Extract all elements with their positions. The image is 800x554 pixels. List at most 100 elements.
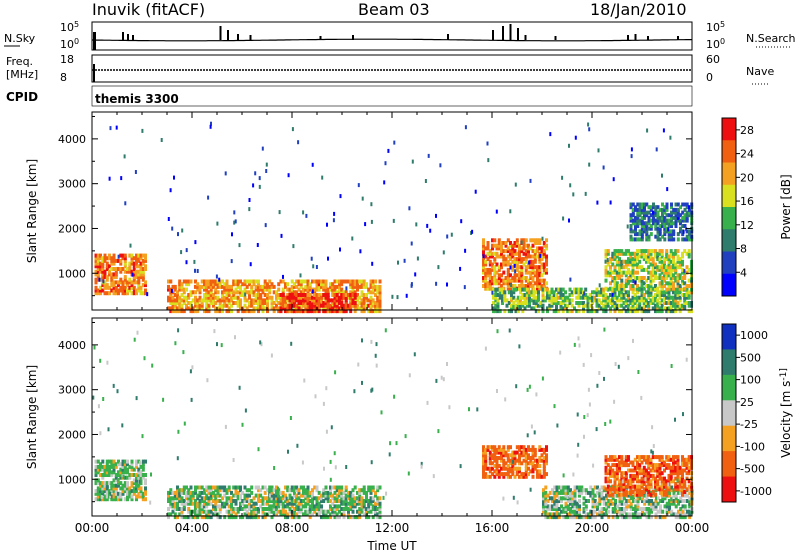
velocity-cell (227, 515, 231, 520)
power-cell (647, 210, 651, 215)
velocity-cell (651, 476, 655, 481)
power-cell (557, 301, 561, 305)
power-cell (203, 298, 206, 303)
power-cell (141, 283, 145, 288)
power-cell (532, 306, 536, 311)
power-cell (531, 278, 535, 283)
power-cell (604, 303, 608, 308)
power-cell (629, 205, 633, 210)
velocity-cell (524, 461, 528, 466)
velocity-cell (187, 499, 191, 503)
velocity-cell (647, 492, 651, 497)
velocity-cell (96, 464, 100, 469)
power-cell (169, 287, 173, 292)
velocity-cell (108, 470, 111, 475)
velocity-cell (482, 450, 485, 455)
velocity-cell (629, 501, 633, 506)
power-cell (643, 207, 646, 212)
velocity-cell (624, 455, 628, 460)
power-cell (94, 288, 98, 293)
power-cell (528, 303, 531, 308)
velocity-cell (277, 504, 281, 509)
power-cell (178, 298, 182, 303)
velocity-speckle (603, 327, 606, 332)
velocity-cell (317, 501, 321, 506)
velocity-cell (216, 499, 220, 503)
power-cell (665, 301, 669, 305)
power-cell (620, 249, 624, 254)
power-cell (651, 270, 655, 275)
power-cell (667, 221, 671, 226)
velocity-cell (607, 504, 611, 509)
velocity-cell (335, 504, 339, 509)
power-cell (182, 290, 186, 295)
velocity-cell (488, 458, 492, 463)
velocity-cell (665, 501, 669, 506)
power-cell (365, 284, 368, 289)
velocity-speckle (476, 407, 479, 412)
power-cell (624, 281, 628, 286)
power-cell (342, 279, 346, 284)
power-cell (216, 279, 220, 284)
velocity-cell (308, 499, 312, 503)
velocity-cell (679, 499, 683, 503)
power-cell (496, 301, 500, 305)
power-cell (486, 246, 490, 251)
power-cell (99, 253, 102, 258)
velocity-cell (218, 488, 222, 493)
power-cell (297, 295, 301, 300)
power-cell (105, 275, 109, 280)
power-cell (232, 293, 236, 297)
power-cell (555, 301, 558, 305)
velocity-cell (349, 515, 353, 520)
velocity-cell (573, 493, 577, 498)
velocity-cell (112, 478, 116, 483)
velocity-cell (304, 504, 308, 509)
power-cell (135, 261, 138, 266)
power-cell (622, 265, 626, 270)
velocity-cell (281, 496, 285, 501)
power-cell (527, 270, 530, 275)
power-cell (622, 295, 626, 300)
power-cell (674, 207, 678, 212)
velocity-cell (114, 483, 118, 488)
power-cell (638, 286, 642, 291)
power-cell (484, 267, 488, 272)
power-cell (277, 282, 281, 287)
velocity-cell (112, 486, 116, 491)
velocity-cell (584, 507, 588, 511)
velocity-speckle (533, 430, 536, 435)
velocity-cell (245, 512, 249, 517)
velocity-cell (272, 488, 276, 493)
power-cell (622, 259, 626, 264)
power-cell (288, 306, 292, 311)
power-cell (678, 290, 682, 295)
power-cell (230, 295, 233, 300)
power-cell (281, 290, 285, 295)
velocity-cell (317, 490, 321, 495)
velocity-cell (669, 473, 673, 478)
power-cell (241, 290, 245, 295)
power-cell (362, 284, 366, 289)
power-cell (633, 306, 637, 311)
power-cell (529, 273, 533, 278)
velocity-cell (667, 465, 671, 470)
power-cell (297, 306, 301, 311)
power-cell (101, 275, 105, 280)
power-cell (660, 290, 664, 295)
power-cell (295, 309, 299, 314)
power-cell (250, 279, 254, 284)
velocity-cell (110, 473, 114, 477)
velocity-cell (564, 509, 568, 514)
power-cell (353, 301, 357, 305)
velocity-cell (180, 509, 184, 514)
velocity-cell (189, 512, 193, 517)
velocity-speckle (345, 465, 348, 469)
power-cell (189, 306, 193, 311)
power-cell (500, 262, 503, 267)
velocity-cell (277, 490, 281, 495)
power-cell (663, 278, 666, 283)
velocity-cell (493, 445, 497, 450)
velocity-cell (329, 504, 332, 509)
velocity-cell (234, 493, 238, 498)
